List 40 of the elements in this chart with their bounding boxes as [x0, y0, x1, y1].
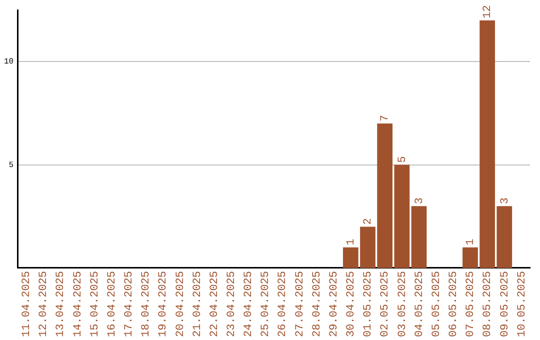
y-tick-label: 10 [4, 58, 14, 67]
x-tick-label: 09.05.2025 [499, 270, 512, 338]
x-tick-label: 28.04.2025 [311, 270, 324, 338]
x-tick-label: 30.04.2025 [346, 270, 358, 338]
data-label: 7 [380, 114, 392, 122]
x-tick-label: 01.05.2025 [362, 270, 375, 338]
x-tick-label: 20.04.2025 [174, 270, 187, 338]
x-tick-label: 21.04.2025 [192, 270, 204, 338]
x-tick-label: 16.04.2025 [106, 270, 118, 338]
data-label: 5 [396, 156, 409, 163]
x-tick-label: 02.05.2025 [380, 270, 392, 338]
x-tick-label: 27.04.2025 [294, 270, 306, 338]
x-tick-label: 17.04.2025 [124, 270, 136, 338]
x-tick-label: 25.04.2025 [260, 270, 272, 338]
x-tick-label: 24.04.2025 [243, 270, 256, 338]
x-tick-label: 04.05.2025 [414, 270, 426, 338]
x-tick-label: 22.04.2025 [208, 270, 221, 338]
x-tick-label: 14.04.2025 [72, 270, 84, 338]
x-tick-label: 15.04.2025 [89, 270, 102, 338]
x-tick-label: 18.04.2025 [140, 270, 153, 338]
x-tick-label: 10.05.2025 [516, 270, 528, 338]
x-tick-label: 08.05.2025 [482, 270, 494, 338]
x-tick-label: 05.05.2025 [430, 270, 443, 338]
x-tick-label: 11.04.2025 [21, 270, 34, 338]
bar [411, 206, 427, 268]
x-tick-label: 29.04.2025 [328, 270, 340, 338]
x-tick-label: 26.04.2025 [277, 270, 290, 338]
data-label: 1 [346, 238, 358, 246]
x-tick-label: 23.04.2025 [226, 270, 238, 338]
data-label: 1 [465, 238, 478, 246]
x-tick-label: 07.05.2025 [465, 270, 478, 338]
data-label: 2 [362, 218, 375, 225]
x-tick-label: 19.04.2025 [158, 270, 170, 338]
x-tick-label: 03.05.2025 [396, 270, 409, 338]
data-label: 12 [482, 5, 494, 18]
data-label: 3 [499, 197, 512, 204]
x-tick-label: 13.04.2025 [55, 270, 68, 338]
x-tick-label: 12.04.2025 [38, 270, 50, 338]
x-tick-label: 06.05.2025 [448, 270, 460, 338]
data-label: 3 [414, 197, 426, 204]
